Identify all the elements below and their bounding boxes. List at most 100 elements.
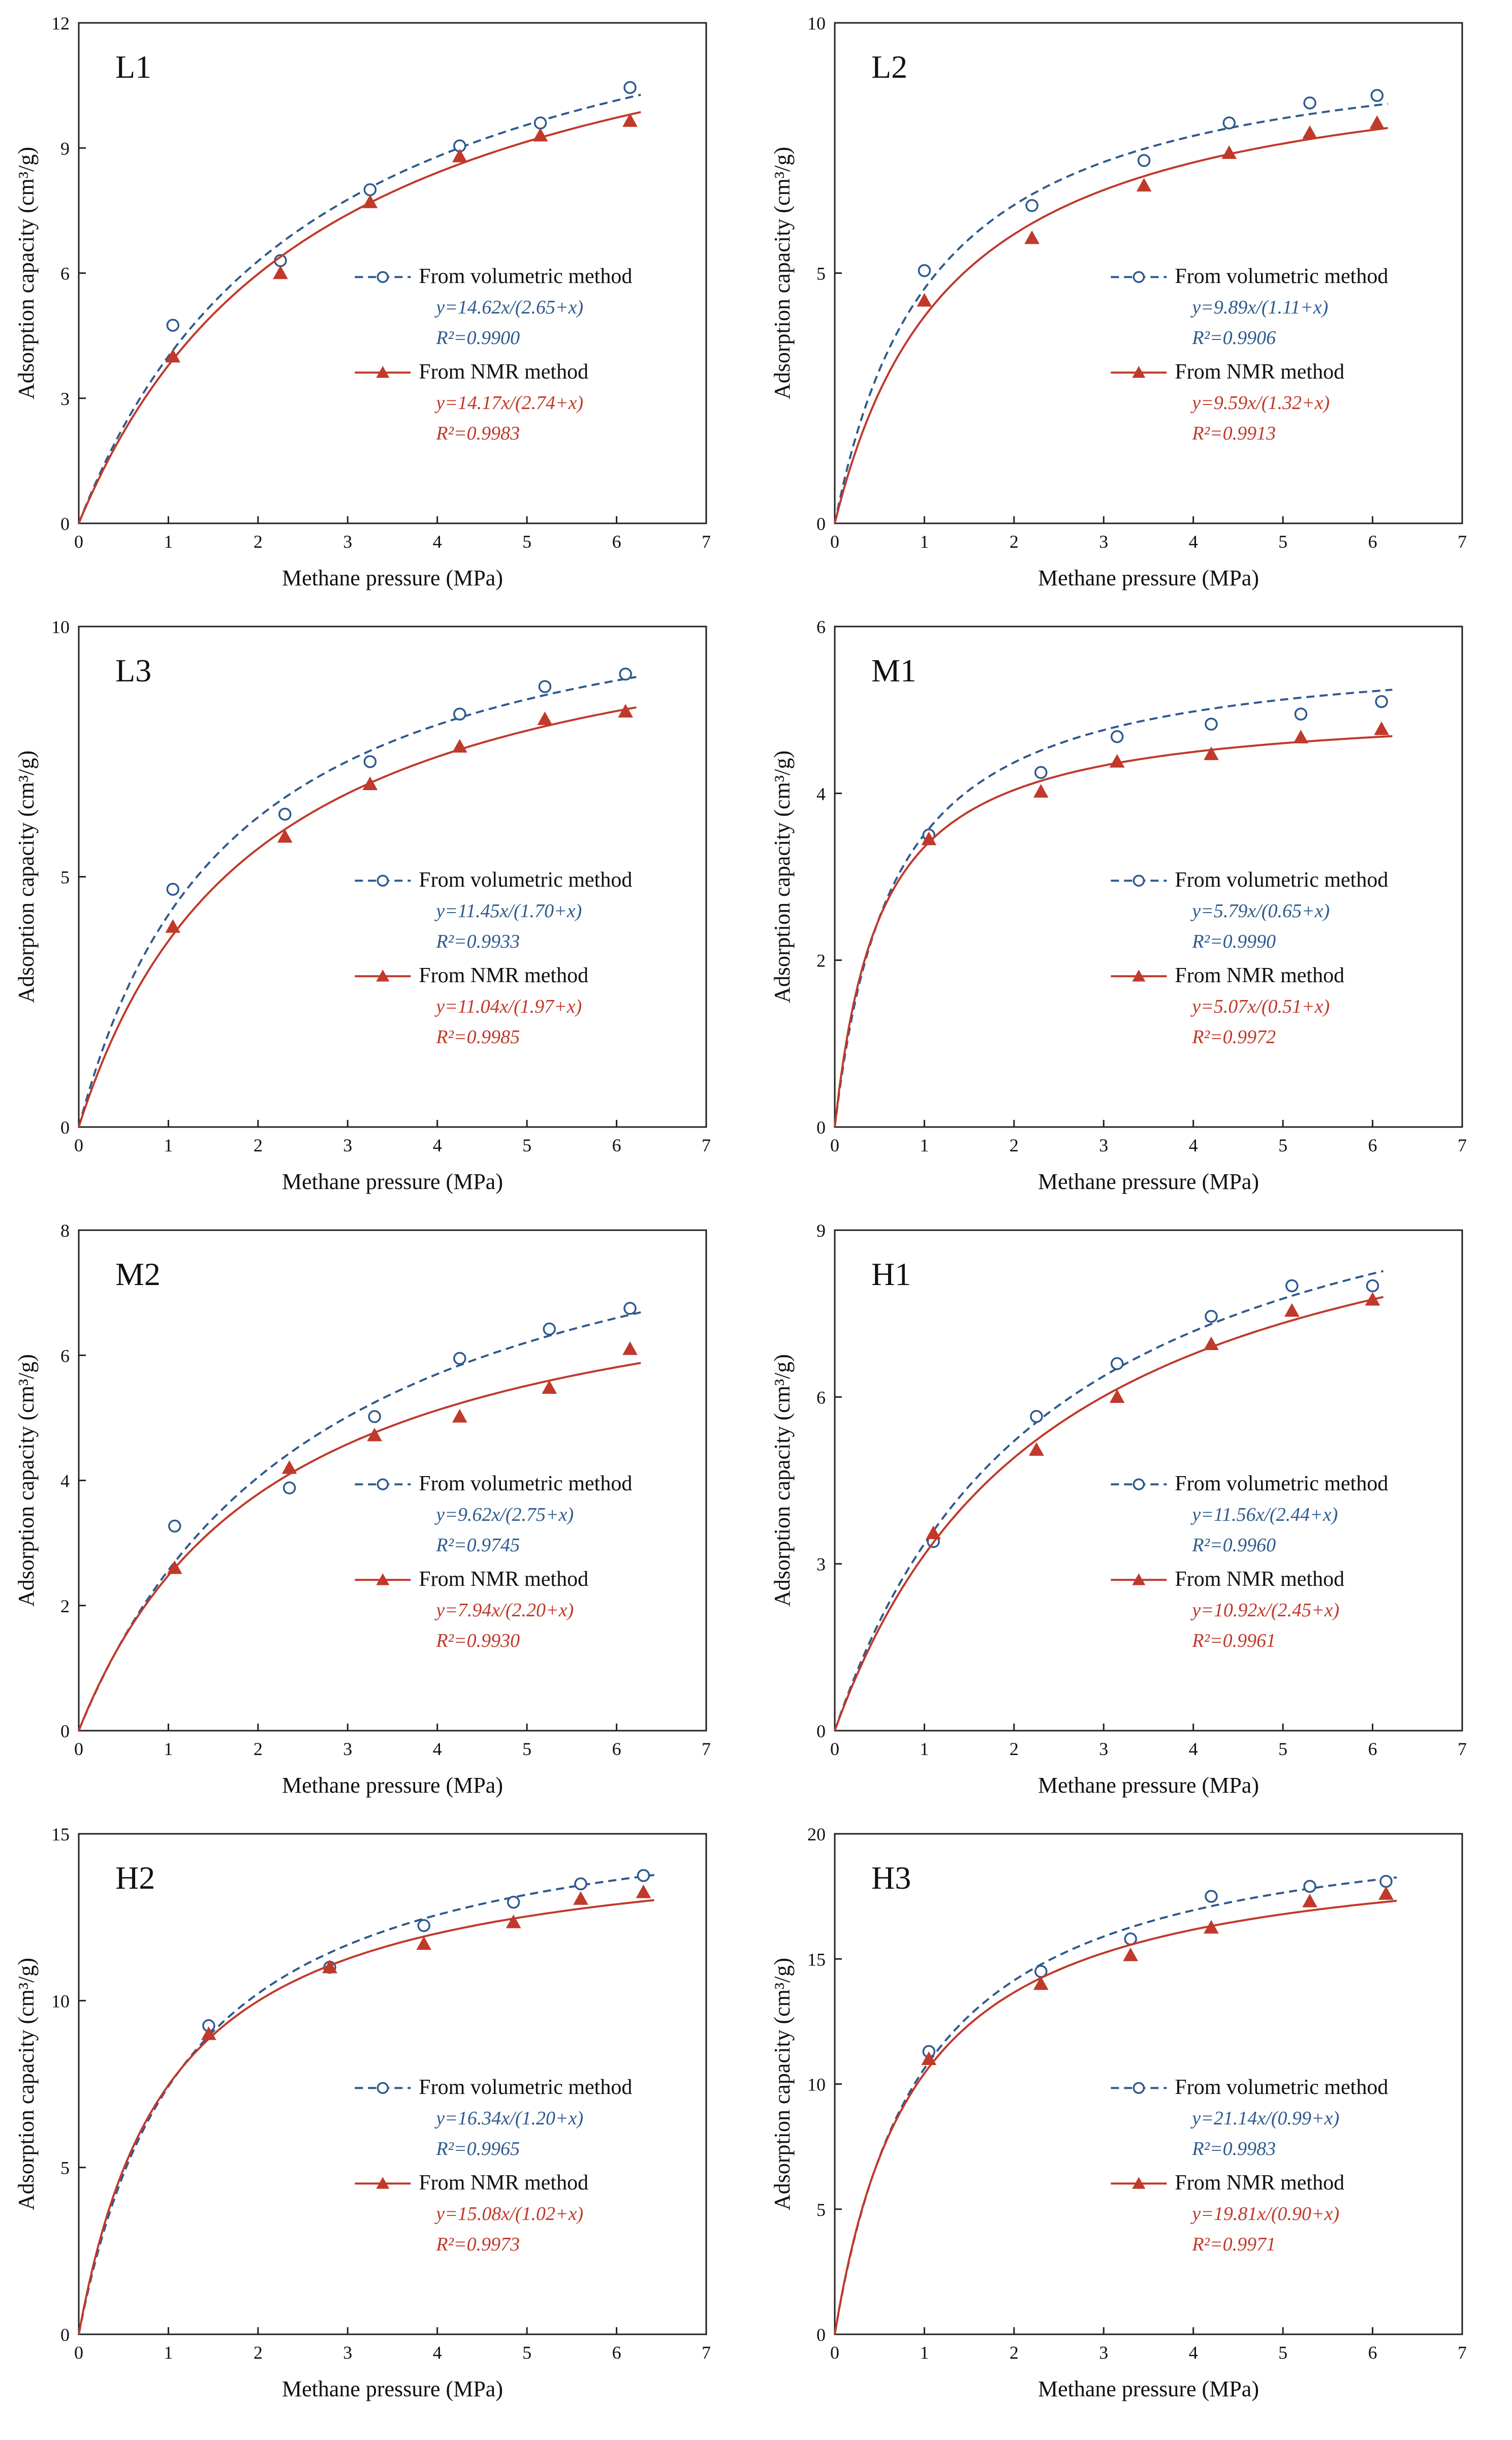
fit-curve-volumetric: [834, 1876, 1397, 2335]
x-tick-label: 5: [522, 1135, 531, 1155]
fit-equation: y=14.17x/(2.74+x): [434, 392, 583, 414]
data-point-volumetric: [1370, 89, 1384, 102]
y-tick-label: 6: [60, 1346, 70, 1366]
legend-label: From NMR method: [1175, 964, 1344, 987]
fit-r-squared: R²=0.9745: [435, 1535, 520, 1556]
x-tick-label: 7: [702, 531, 711, 552]
y-tick-label: 12: [51, 13, 70, 34]
legend-swatch-marker: [376, 2177, 390, 2189]
data-point-nmr: [167, 1560, 182, 1574]
fit-equation: y=15.08x/(1.02+x): [434, 2203, 583, 2225]
data-point-nmr: [917, 293, 932, 307]
x-tick-label: 3: [1099, 531, 1108, 552]
data-point-nmr: [281, 1460, 297, 1474]
data-point-volumetric: [533, 116, 547, 130]
y-axis-title: Adsorption capacity (cm³/g): [770, 750, 795, 1003]
y-tick-label: 15: [51, 1824, 70, 1844]
x-tick-label: 6: [1368, 1135, 1377, 1155]
y-tick-label: 0: [60, 2325, 70, 2345]
x-tick-label: 0: [74, 1135, 83, 1155]
fit-curve-volumetric: [834, 103, 1388, 524]
y-tick-label: 2: [816, 951, 826, 971]
chart-panel-l1: 0 1 2 3 4 5 6 7 0 3 6 9 12 Methane pressure (MPa) Adso…: [0, 0, 756, 604]
x-tick-label: 0: [830, 1135, 839, 1155]
x-tick-label: 3: [343, 1135, 352, 1155]
fit-r-squared: R²=0.9930: [435, 1630, 520, 1651]
fit-r-squared: R²=0.9960: [1191, 1535, 1276, 1556]
y-tick-label: 6: [816, 1387, 826, 1407]
data-point-nmr: [1369, 115, 1385, 129]
x-tick-label: 4: [1189, 531, 1198, 552]
chart-svg-l2: 0 1 2 3 4 5 6 7 0 5 10 Methane pressure (MPa) Adsorp…: [770, 13, 1467, 590]
legend-swatch-marker: [376, 366, 390, 378]
data-point-nmr: [362, 776, 378, 790]
fit-equation: y=9.59x/(1.32+x): [1190, 392, 1330, 414]
legend-label: From volumetric method: [419, 265, 632, 288]
legend-label: From volumetric method: [1175, 265, 1388, 288]
data-point-volumetric: [1205, 1890, 1218, 1903]
x-tick-label: 7: [702, 2342, 711, 2363]
panel-title: L3: [115, 652, 151, 689]
fit-equation: y=14.62x/(2.65+x): [434, 297, 583, 318]
y-axis-title: Adsorption capacity (cm³/g): [14, 1354, 39, 1607]
x-tick-label: 4: [433, 2342, 442, 2363]
legend-label: From NMR method: [1175, 1568, 1344, 1591]
data-point-volumetric: [363, 183, 377, 197]
x-tick-label: 0: [830, 1739, 839, 1759]
x-tick-label: 0: [74, 1739, 83, 1759]
x-tick-label: 5: [1278, 1739, 1287, 1759]
data-point-nmr: [1302, 1893, 1317, 1907]
data-point-volumetric: [623, 1302, 637, 1315]
fit-r-squared: R²=0.9965: [435, 2138, 520, 2160]
fit-equation: y=10.92x/(2.45+x): [1190, 1600, 1339, 1621]
chart-svg-l3: 0 1 2 3 4 5 6 7 0 5 10 Methane pressure (MPa) Adsorp…: [14, 617, 711, 1194]
y-tick-label: 0: [816, 514, 826, 534]
x-tick-label: 2: [1010, 531, 1019, 552]
data-point-volumetric: [1025, 199, 1038, 212]
y-tick-label: 2: [60, 1596, 70, 1616]
data-point-nmr: [452, 739, 467, 753]
data-point-volumetric: [166, 319, 179, 332]
chart-panel-l3: 0 1 2 3 4 5 6 7 0 5 10 Methane pressure (MPa) Adsorp…: [0, 604, 756, 1207]
data-point-volumetric: [507, 1895, 520, 1909]
data-point-volumetric: [417, 1919, 430, 1932]
y-tick-label: 10: [807, 13, 826, 34]
x-tick-label: 3: [343, 2342, 352, 2363]
data-point-nmr: [165, 349, 181, 363]
fit-curve-volumetric: [78, 1874, 654, 2335]
x-axis-title: Methane pressure (MPa): [282, 1773, 503, 1798]
x-tick-label: 3: [343, 1739, 352, 1759]
x-tick-label: 0: [830, 531, 839, 552]
fit-curve-volumetric: [834, 1270, 1384, 1731]
y-axis-title: Adsorption capacity (cm³/g): [770, 147, 795, 399]
y-tick-label: 9: [60, 138, 70, 159]
y-tick-label: 0: [60, 1721, 70, 1741]
fit-curve-nmr: [78, 1899, 654, 2335]
x-tick-label: 6: [1368, 1739, 1377, 1759]
y-axis-title: Adsorption capacity (cm³/g): [14, 1958, 39, 2210]
fit-curve-nmr: [834, 1899, 1397, 2335]
data-point-volumetric: [543, 1322, 556, 1336]
x-axis-title: Methane pressure (MPa): [282, 566, 503, 590]
data-point-volumetric: [1030, 1410, 1043, 1423]
fit-r-squared: R²=0.9971: [1191, 2234, 1276, 2255]
data-point-nmr: [1109, 1389, 1125, 1403]
data-point-volumetric: [538, 680, 552, 693]
chart-panel-m2: 0 1 2 3 4 5 6 7 0 2 4 6 8 Methane pressure (MPa) Adsor…: [0, 1207, 756, 1811]
fit-curve-nmr: [834, 127, 1388, 524]
data-point-nmr: [573, 1891, 588, 1905]
data-point-nmr: [165, 919, 181, 933]
x-tick-label: 7: [1458, 1135, 1467, 1155]
data-point-nmr: [636, 1884, 651, 1898]
fit-r-squared: R²=0.9983: [1191, 2138, 1276, 2160]
legend-swatch-marker: [376, 2082, 389, 2094]
data-point-nmr: [1302, 125, 1317, 139]
fit-equation: y=9.89x/(1.11+x): [1190, 297, 1328, 318]
data-point-nmr: [542, 1380, 557, 1394]
data-point-nmr: [1221, 145, 1237, 159]
x-tick-label: 5: [522, 2342, 531, 2363]
fit-equation: y=16.34x/(1.20+x): [434, 2108, 583, 2129]
data-point-volumetric: [1294, 707, 1308, 721]
x-tick-label: 2: [254, 1739, 263, 1759]
